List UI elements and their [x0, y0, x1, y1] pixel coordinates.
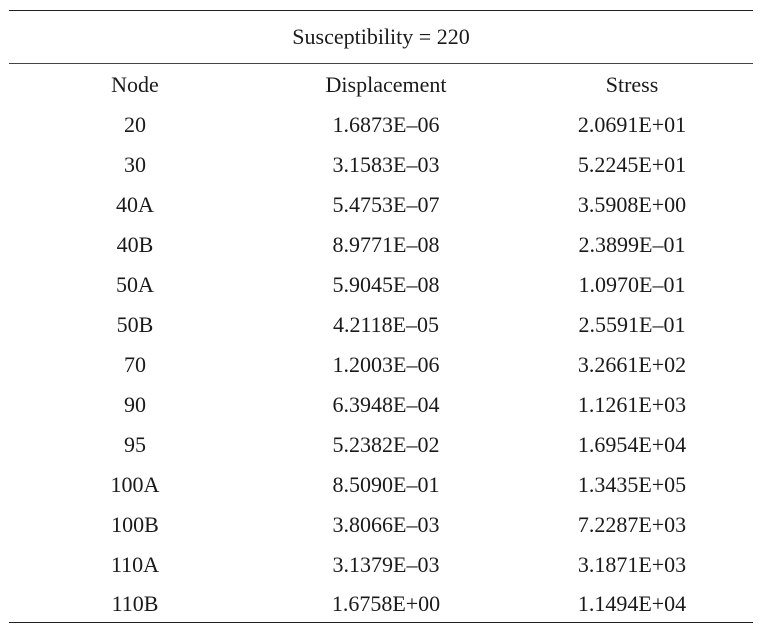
- stress-cell: 3.1871E+03: [577, 552, 687, 577]
- displacement-cell: 3.1379E–03: [332, 552, 440, 577]
- displacement-cell: 1.6873E–06: [332, 112, 440, 137]
- table-row: 40B 8.9771E–08 2.3899E–01: [9, 225, 753, 265]
- displacement-cell: 5.2382E–02: [332, 432, 440, 457]
- displacement-cell: 8.5090E–01: [332, 472, 440, 497]
- displacement-cell: 1.6758E+00: [331, 591, 441, 616]
- table-row: 95 5.2382E–02 1.6954E+04: [9, 425, 753, 465]
- table-top-rule: [9, 10, 753, 11]
- node-cell: 40B: [116, 232, 154, 257]
- displacement-cell: 5.4753E–07: [332, 192, 440, 217]
- node-cell: 100A: [110, 472, 160, 497]
- table-row: 110B 1.6758E+00 1.1494E+04: [9, 585, 753, 622]
- displacement-cell: 3.8066E–03: [332, 512, 440, 537]
- stress-cell: 7.2287E+03: [577, 512, 687, 537]
- table-row: 70 1.2003E–06 3.2661E+02: [9, 345, 753, 385]
- table-row: 50A 5.9045E–08 1.0970E–01: [9, 265, 753, 305]
- stress-cell: 1.6954E+04: [577, 432, 687, 457]
- stress-cell: 5.2245E+01: [577, 152, 687, 177]
- displacement-cell: 1.2003E–06: [332, 352, 440, 377]
- node-cell: 40A: [116, 192, 154, 217]
- table-header-row: Node Displacement Stress: [9, 64, 753, 105]
- table-row: 100A 8.5090E–01 1.3435E+05: [9, 465, 753, 505]
- column-header-displacement: Displacement: [325, 72, 447, 97]
- node-cell: 100B: [111, 512, 159, 537]
- displacement-cell: 5.9045E–08: [332, 272, 440, 297]
- stress-cell: 1.0970E–01: [578, 272, 686, 297]
- table-row: 100B 3.8066E–03 7.2287E+03: [9, 505, 753, 545]
- node-cell: 95: [124, 432, 146, 457]
- displacement-cell: 6.3948E–04: [332, 392, 440, 417]
- table-caption-rule: [9, 63, 753, 64]
- table-caption: Susceptibility = 220: [292, 24, 470, 49]
- table-row: 40A 5.4753E–07 3.5908E+00: [9, 185, 753, 225]
- node-cell: 30: [124, 152, 146, 177]
- stress-cell: 2.5591E–01: [578, 312, 686, 337]
- node-cell: 90: [124, 392, 146, 417]
- node-cell: 70: [124, 352, 146, 377]
- stress-cell: 1.3435E+05: [577, 472, 687, 497]
- stress-cell: 3.5908E+00: [577, 192, 687, 217]
- node-cell: 110B: [111, 591, 159, 616]
- stress-cell: 3.2661E+02: [577, 352, 687, 377]
- table-row: 90 6.3948E–04 1.1261E+03: [9, 385, 753, 425]
- stress-cell: 1.1494E+04: [577, 591, 687, 616]
- node-cell: 50B: [116, 312, 154, 337]
- table-row: 30 3.1583E–03 5.2245E+01: [9, 145, 753, 185]
- table-bottom-rule: [9, 622, 753, 623]
- table-row: 50B 4.2118E–05 2.5591E–01: [9, 305, 753, 345]
- results-table: Susceptibility = 220 Node Displacement S…: [9, 10, 753, 623]
- stress-cell: 2.3899E–01: [578, 232, 686, 257]
- displacement-cell: 8.9771E–08: [332, 232, 440, 257]
- displacement-cell: 3.1583E–03: [332, 152, 440, 177]
- table-row: 20 1.6873E–06 2.0691E+01: [9, 105, 753, 145]
- table-row: 110A 3.1379E–03 3.1871E+03: [9, 545, 753, 585]
- node-cell: 50A: [116, 272, 154, 297]
- node-cell: 20: [124, 112, 146, 137]
- column-header-node: Node: [111, 72, 159, 97]
- node-cell: 110A: [110, 552, 160, 577]
- column-header-stress: Stress: [605, 72, 659, 97]
- stress-cell: 1.1261E+03: [577, 392, 687, 417]
- stress-cell: 2.0691E+01: [577, 112, 687, 137]
- displacement-cell: 4.2118E–05: [332, 312, 440, 337]
- table-body: 20 1.6873E–06 2.0691E+01 30 3.1583E–03 5.2245…: [9, 105, 753, 622]
